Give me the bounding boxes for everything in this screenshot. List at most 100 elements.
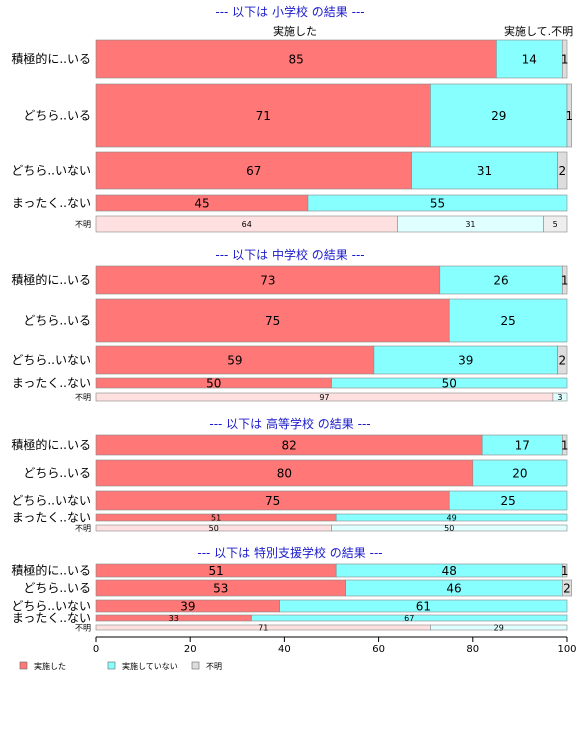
bar-segment [279,599,568,613]
data-label: 33 [169,614,179,623]
category-label: 積極的に..いる [11,51,91,66]
data-label: 71 [258,624,268,633]
legend-swatch [19,661,28,670]
bar-segment [335,513,568,522]
bar-segment [557,151,568,190]
bar-segment [496,39,563,79]
bar-segment [95,151,412,190]
bar-segment [95,39,497,79]
category-label: どちら..いる [23,466,91,480]
data-label: 29 [494,624,504,633]
bar-segment [411,151,558,190]
data-label: 25 [500,314,515,328]
bar-segment [95,345,375,375]
data-label: 67 [246,164,261,178]
data-label: 14 [522,53,537,67]
bar-segment [307,194,568,212]
legend-label: 実施した [34,661,66,671]
legend-swatch [107,661,116,670]
x-tick-label: 100 [557,644,576,655]
data-label: 29 [491,109,506,123]
bar-segment [430,624,568,631]
data-label: 1 [561,53,569,67]
column-header-done: 実施した [273,24,317,38]
data-label: 49 [447,514,457,523]
data-label: 75 [265,314,280,328]
data-label: 48 [442,564,457,578]
bar-segment [561,579,573,597]
bar-segment [439,265,563,295]
category-label: どちら..いる [23,109,91,123]
data-label: 71 [256,109,271,123]
bar-segment [566,83,573,148]
data-label: 61 [416,600,431,614]
data-label: 64 [242,220,252,229]
data-label: 67 [404,614,414,623]
category-label: どちら..いない [11,494,91,508]
category-label: どちら..いない [11,353,91,367]
category-label: まったく..ない [12,376,91,390]
data-label: 59 [227,354,242,368]
category-label: まったく..ない [12,611,91,625]
panel-title: --- 以下は 中学校 の結果 --- [215,247,364,262]
data-label: 50 [209,524,219,533]
data-label: 73 [260,274,275,288]
bar-segment [448,490,568,511]
data-label: 2 [558,164,566,178]
x-tick-label: 80 [466,644,479,655]
data-label: 50 [444,524,454,533]
bar-segment [95,298,450,343]
category-label: 不明 [75,524,91,533]
bar-segment [561,265,568,295]
bar-segment [561,39,568,79]
column-header-unknown: 実施して.不明 [504,24,573,38]
category-label: 不明 [75,393,91,402]
category-label: どちら..いる [23,314,91,328]
x-tick-label: 40 [278,644,291,655]
category-label: 積極的に..いる [11,563,91,578]
data-label: 51 [211,514,221,523]
data-label: 50 [206,377,221,391]
data-label: 39 [458,354,473,368]
data-label: 2 [558,354,566,368]
data-label: 97 [319,393,329,402]
data-label: 25 [500,494,515,508]
legend-label: 実施していない [122,661,178,671]
data-label: 55 [430,197,445,211]
data-label: 26 [493,274,508,288]
bar-segment [472,459,568,487]
data-label: 5 [553,220,558,229]
data-label: 1 [561,274,569,288]
data-label: 2 [563,582,571,596]
bar-segment [251,614,568,622]
bar-segment [448,298,568,343]
category-label: どちら..いない [11,164,91,178]
data-label: 82 [281,439,296,453]
category-label: 積極的に..いる [11,437,91,452]
data-label: 45 [194,197,209,211]
category-label: 積極的に..いる [11,272,91,287]
category-label: どちら..いない [11,599,91,613]
data-label: 31 [477,164,492,178]
category-label: どちら..いる [23,581,91,595]
bar-segment [430,83,568,148]
data-label: 46 [446,582,461,596]
data-label: 80 [277,467,292,481]
x-tick-label: 0 [93,644,99,655]
legend-swatch [191,661,200,670]
panel-title: --- 以下は 小学校 の結果 --- [215,4,364,19]
data-label: 53 [213,582,228,596]
bar-segment [561,563,568,578]
data-label: 1 [561,564,569,578]
data-label: 51 [208,564,223,578]
bar-segment [561,434,568,456]
data-label: 3 [557,393,562,402]
data-label: 20 [512,467,527,481]
data-label: 85 [289,53,304,67]
bar-segment [331,377,568,389]
x-tick-label: 60 [372,644,385,655]
panel-title: --- 以下は 特別支援学校 の結果 --- [197,545,382,560]
bar-segment [95,459,474,487]
legend-label: 不明 [206,662,222,671]
data-label: 75 [265,494,280,508]
